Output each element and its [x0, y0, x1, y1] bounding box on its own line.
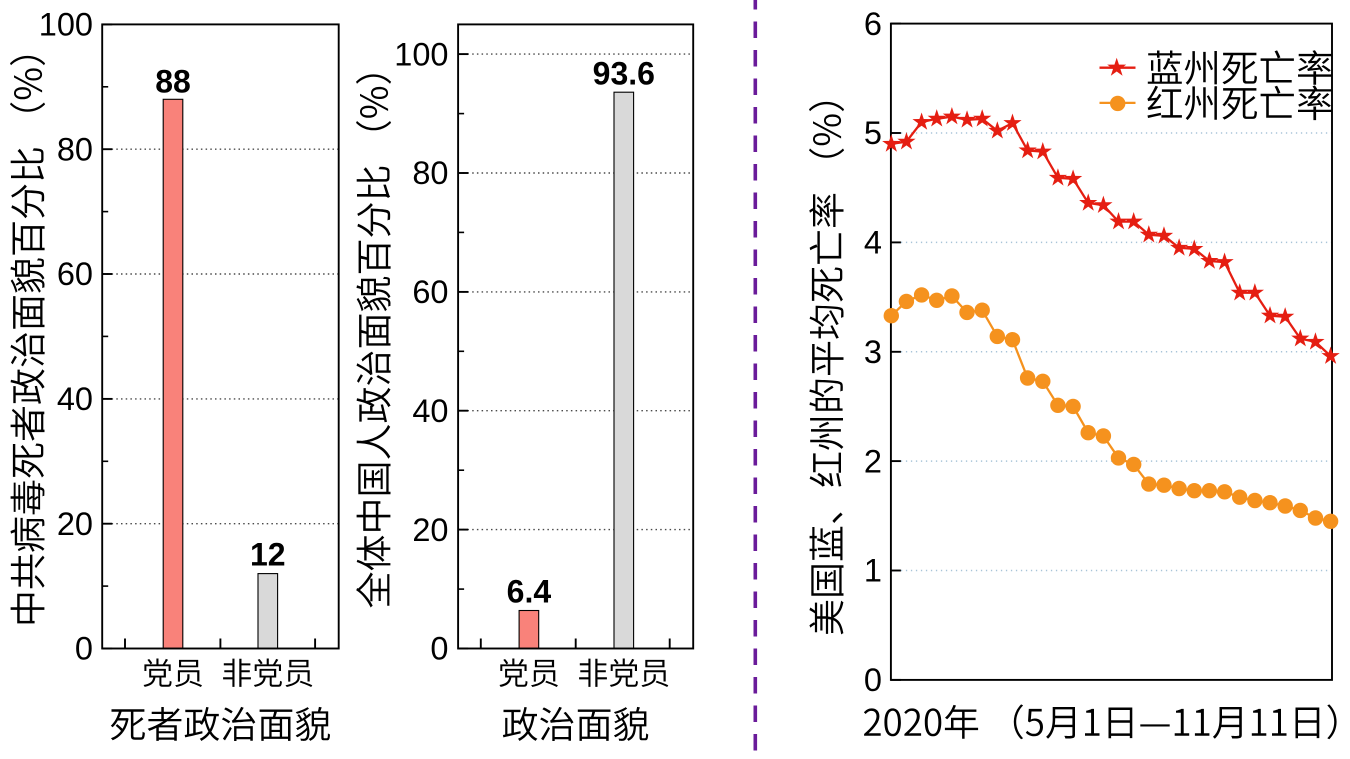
- svg-text:40: 40: [57, 381, 93, 417]
- svg-text:80: 80: [412, 155, 448, 191]
- svg-text:100: 100: [39, 7, 93, 43]
- svg-text:60: 60: [412, 274, 448, 310]
- svg-text:60: 60: [57, 256, 93, 292]
- svg-text:20: 20: [412, 512, 448, 548]
- svg-text:0: 0: [75, 631, 93, 667]
- svg-text:6.4: 6.4: [507, 574, 552, 610]
- svg-text:2: 2: [864, 443, 882, 479]
- svg-text:20: 20: [57, 506, 93, 542]
- svg-text:0: 0: [864, 662, 882, 698]
- svg-text:100: 100: [394, 36, 448, 72]
- svg-text:4: 4: [864, 225, 882, 261]
- svg-text:12: 12: [250, 537, 286, 573]
- svg-text:3: 3: [864, 334, 882, 370]
- svg-text:93.6: 93.6: [593, 55, 655, 91]
- svg-text:0: 0: [430, 631, 448, 667]
- svg-text:40: 40: [412, 393, 448, 429]
- svg-text:88: 88: [155, 63, 191, 99]
- svg-text:80: 80: [57, 131, 93, 167]
- svg-text:5: 5: [864, 115, 882, 151]
- svg-text:1: 1: [864, 553, 882, 589]
- svg-text:6: 6: [864, 6, 882, 42]
